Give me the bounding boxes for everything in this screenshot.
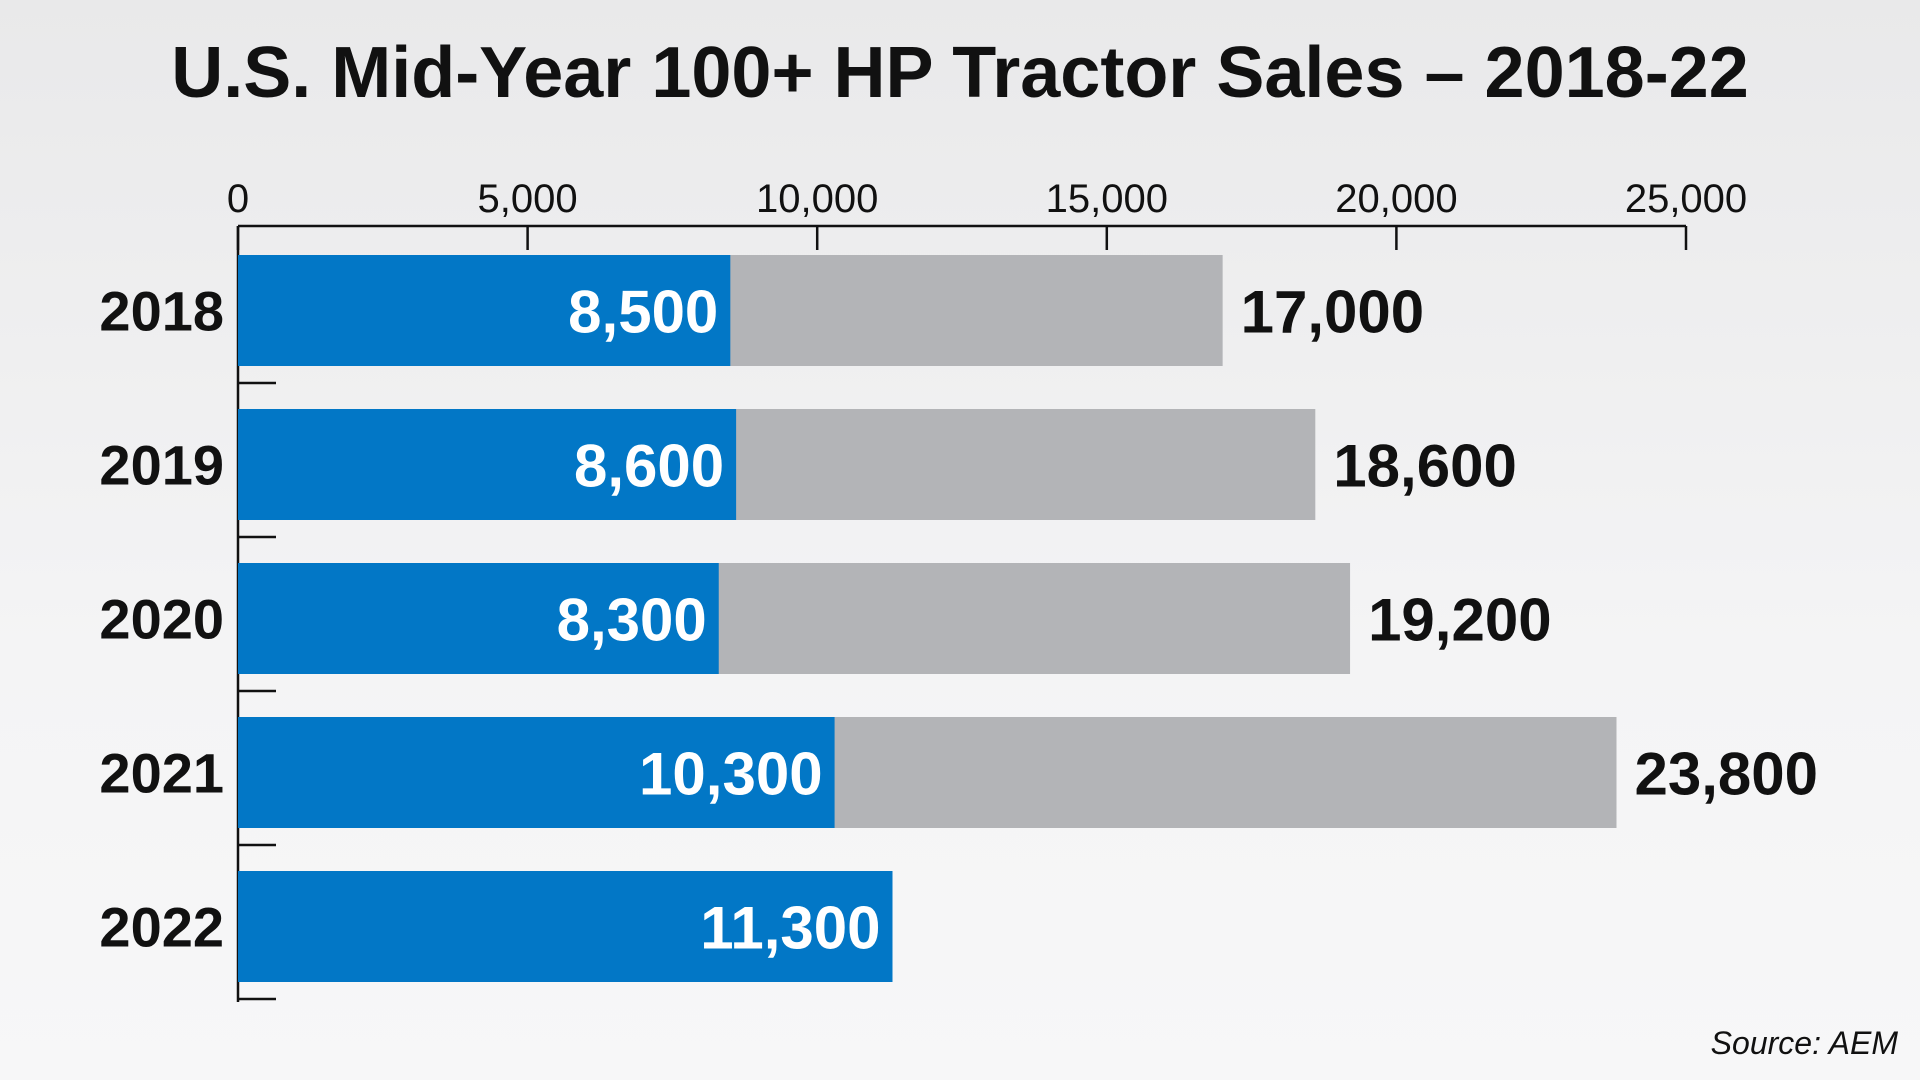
- data-label-full-year: 17,000: [1241, 279, 1425, 346]
- bar-mid-year: [238, 409, 737, 520]
- x-tick-label: 15,000: [1046, 177, 1168, 221]
- data-label-mid-year: 8,300: [557, 587, 707, 654]
- source-note: Source: AEM: [1710, 1025, 1898, 1061]
- x-tick-label: 20,000: [1335, 177, 1457, 221]
- data-label-mid-year: 8,500: [568, 279, 718, 346]
- data-label-full-year: 19,200: [1368, 587, 1552, 654]
- data-label-full-year: 23,800: [1634, 741, 1818, 808]
- category-label: 2018: [99, 280, 224, 343]
- x-tick-label: 25,000: [1625, 177, 1747, 221]
- labels: 2018 17,000 8,500 2019 18,600 8,600 2020 19,200…: [99, 279, 1818, 962]
- data-label-mid-year: 8,600: [574, 433, 724, 500]
- category-label: 2022: [99, 896, 224, 959]
- bar-mid-year: [238, 717, 835, 828]
- x-tick-label: 10,000: [756, 177, 878, 221]
- category-label: 2020: [99, 588, 224, 651]
- data-label-mid-year: 11,300: [700, 895, 880, 962]
- chart-title: U.S. Mid-Year 100+ HP Tractor Sales – 20…: [171, 33, 1749, 113]
- x-tick-label: 5,000: [478, 177, 578, 221]
- bars: [238, 255, 1617, 982]
- data-label-mid-year: 10,300: [639, 741, 823, 808]
- bar-mid-year: [238, 255, 731, 366]
- category-label: 2019: [99, 434, 224, 497]
- x-tick-label: 0: [227, 177, 249, 221]
- data-label-full-year: 18,600: [1333, 433, 1517, 500]
- category-label: 2021: [99, 742, 224, 805]
- bar-mid-year: [238, 871, 893, 982]
- bar-mid-year: [238, 563, 719, 674]
- x-axis: 0 5,000 10,000 15,000 20,000 25,000: [227, 177, 1747, 250]
